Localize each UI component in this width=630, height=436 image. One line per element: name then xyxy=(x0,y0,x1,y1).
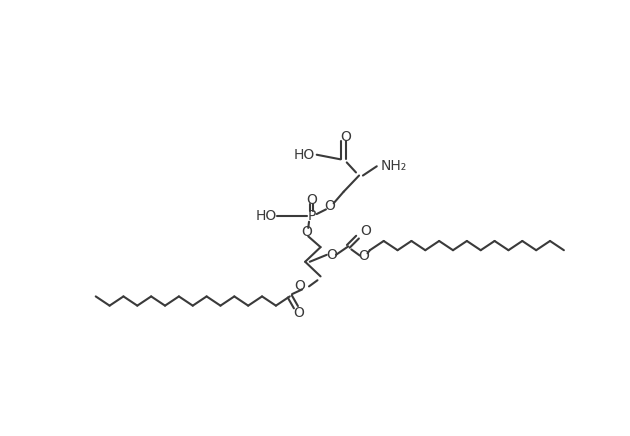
Text: HO: HO xyxy=(294,148,315,162)
Text: O: O xyxy=(358,249,369,262)
Text: O: O xyxy=(306,193,317,207)
Text: O: O xyxy=(324,199,335,213)
Text: P: P xyxy=(307,209,316,223)
Text: O: O xyxy=(360,224,370,238)
Text: O: O xyxy=(294,279,305,293)
Text: O: O xyxy=(326,248,337,262)
Text: O: O xyxy=(293,307,304,320)
Text: NH₂: NH₂ xyxy=(381,159,407,173)
Text: O: O xyxy=(301,225,312,239)
Text: HO: HO xyxy=(255,209,277,223)
Text: O: O xyxy=(340,130,351,144)
